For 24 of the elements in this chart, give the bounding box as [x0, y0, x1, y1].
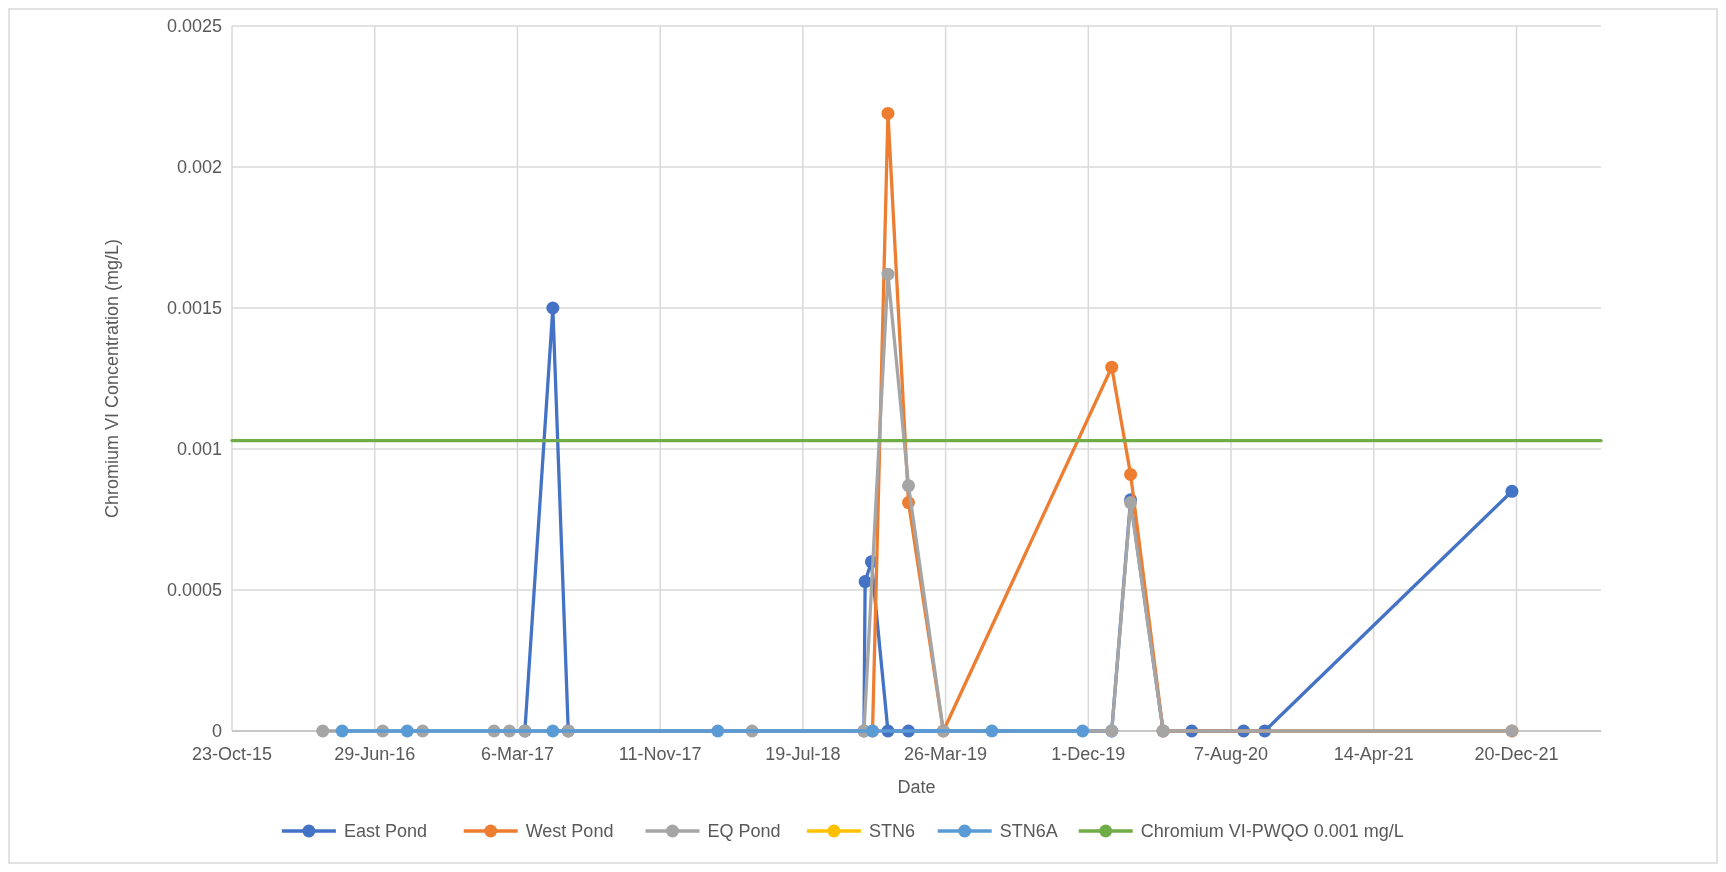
x-tick-label: 23-Oct-15 — [191, 744, 273, 764]
x-axis-title: Date — [897, 777, 936, 797]
x-tick-label: 6-Mar-17 — [480, 744, 554, 764]
legend-label: West Pond — [525, 821, 614, 842]
x-tick-label: 20-Dec-21 — [1474, 744, 1559, 764]
x-tick-label: 14-Apr-21 — [1333, 744, 1414, 764]
y-tick-label: 0.0015 — [166, 298, 222, 319]
y-tick-label: 0.0005 — [166, 580, 222, 601]
y-tick-label: 0.001 — [176, 439, 222, 460]
x-tick-label: 19-Jul-18 — [765, 744, 841, 764]
y-tick-label: 0.002 — [176, 157, 222, 178]
y-axis-title: Chromium VI Concentration (mg/L) — [102, 238, 122, 519]
legend-label: East Pond — [343, 821, 427, 842]
y-tick-label: 0.0025 — [166, 16, 222, 37]
x-tick-label: 7-Aug-20 — [1194, 744, 1269, 764]
x-tick-label: 26-Mar-19 — [904, 744, 988, 764]
legend-label: STN6 — [868, 821, 915, 842]
legend-label: Chromium VI-PWQO 0.001 mg/L — [1140, 821, 1404, 842]
x-tick-label: 29-Jun-16 — [334, 744, 416, 764]
y-tick-label: 0 — [211, 721, 222, 742]
x-tick-label: 11-Nov-17 — [618, 744, 702, 764]
legend-label: EQ Pond — [707, 821, 781, 842]
x-tick-label: 1-Dec-19 — [1051, 744, 1126, 764]
legend-label: STN6A — [999, 821, 1058, 842]
